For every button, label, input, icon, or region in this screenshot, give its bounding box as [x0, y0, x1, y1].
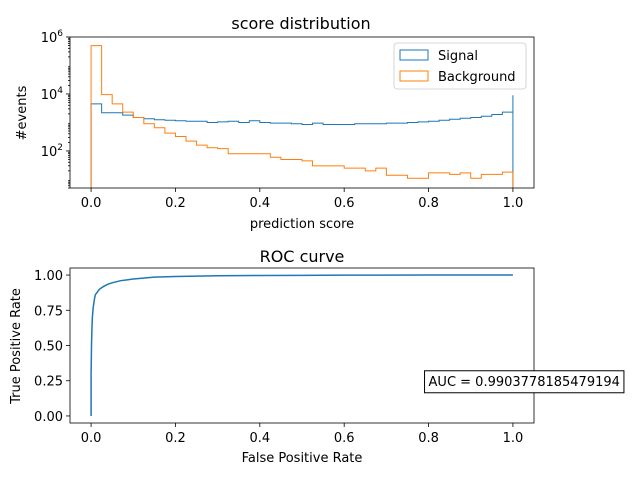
roc-curve-chart: ROC curve 0.0 0.2 0.4 0.6 0.8 1.0 0.00 0.25 0.50…: [9, 247, 625, 466]
auc-annotation: AUC = 0.9903778185479194: [424, 370, 625, 394]
y-axis-label: True Positive Rate: [9, 288, 24, 405]
auc-annotation-text: AUC = 0.9903778185479194: [429, 375, 620, 390]
y-axis-label: #events: [15, 85, 30, 140]
x-tick-label: 0.8: [418, 196, 439, 211]
y-tick-label: 1.00: [34, 269, 63, 284]
y-tick-label: 106: [41, 29, 64, 46]
y-tick-label: 0.75: [34, 304, 63, 319]
y-tick-label: 0.50: [34, 340, 63, 355]
y-tick-label: 0.00: [34, 410, 63, 425]
histogram-signal: [90, 95, 514, 188]
plot-frame: [69, 36, 535, 189]
legend-swatch-signal: [399, 49, 429, 61]
roc-curve-line: [90, 274, 513, 416]
legend-label-background: Background: [438, 70, 516, 85]
x-tick-label: 0.2: [165, 196, 186, 211]
score-distribution-chart: score distribution 0.0 0.2 0.4 0.6 0.8 1.0 102…: [15, 14, 535, 232]
x-tick-label: 0.4: [249, 196, 270, 211]
y-tick-label: 104: [41, 86, 64, 103]
legend-swatch-background: [399, 70, 429, 82]
legend: Signal Background: [393, 42, 527, 90]
x-tick-label: 0.4: [249, 431, 270, 446]
x-tick-label: 0.0: [81, 431, 102, 446]
x-tick-label: 0.2: [165, 431, 186, 446]
x-tick-label: 0.6: [334, 431, 355, 446]
chart-title: score distribution: [231, 14, 370, 33]
chart-title: ROC curve: [260, 247, 345, 266]
x-tick-label: 1.0: [503, 196, 524, 211]
x-axis-label: prediction score: [250, 217, 354, 232]
y-tick-label: 0.25: [34, 375, 63, 390]
plot-frame: [69, 267, 535, 424]
y-tick-label: 102: [41, 143, 63, 160]
x-tick-label: 0.8: [418, 431, 439, 446]
x-axis-label: False Positive Rate: [242, 451, 363, 466]
legend-label-signal: Signal: [438, 49, 478, 64]
x-tick-label: 1.0: [503, 431, 524, 446]
x-tick-label: 0.6: [334, 196, 355, 211]
histogram-background: [90, 45, 514, 188]
x-tick-label: 0.0: [81, 196, 102, 211]
